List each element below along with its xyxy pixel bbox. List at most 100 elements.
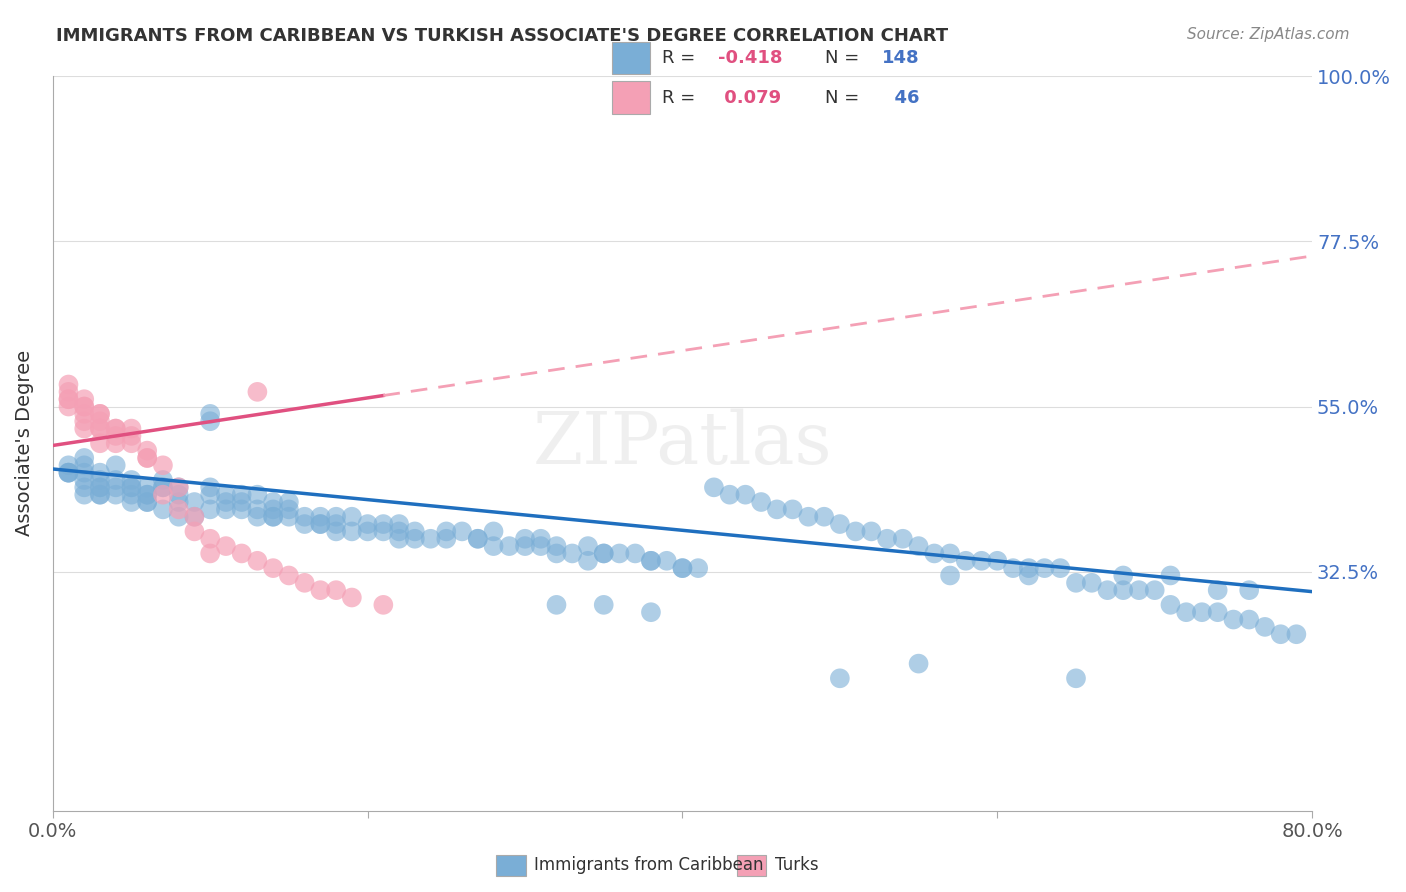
Point <box>434 532 457 546</box>
Text: R =: R = <box>662 88 700 106</box>
Point <box>592 598 614 612</box>
Point <box>1112 583 1135 598</box>
Point <box>1237 613 1260 627</box>
Point <box>277 502 299 516</box>
Point <box>231 488 253 502</box>
Text: IMMIGRANTS FROM CARIBBEAN VS TURKISH ASSOCIATE'S DEGREE CORRELATION CHART: IMMIGRANTS FROM CARIBBEAN VS TURKISH ASS… <box>56 27 949 45</box>
Point <box>546 539 568 553</box>
Point <box>121 480 143 494</box>
Point <box>73 400 96 414</box>
Point <box>1175 605 1198 619</box>
Point <box>640 554 662 568</box>
Point <box>215 495 238 509</box>
Point <box>167 480 190 494</box>
Point <box>58 466 80 480</box>
Point <box>198 502 221 516</box>
Text: R =: R = <box>662 49 700 67</box>
Point <box>1018 561 1040 575</box>
Point <box>198 480 221 494</box>
Point <box>356 524 378 539</box>
Point <box>183 509 205 524</box>
Point <box>513 539 536 553</box>
Point <box>419 532 441 546</box>
Point <box>325 509 347 524</box>
Point <box>388 532 411 546</box>
Point <box>309 583 332 598</box>
Point <box>530 532 553 546</box>
Point <box>198 414 221 428</box>
Point <box>482 539 505 553</box>
Point <box>89 488 111 502</box>
Point <box>624 546 647 560</box>
Point <box>782 502 804 516</box>
Point <box>58 400 80 414</box>
Bar <box>737 855 766 876</box>
Point <box>89 421 111 435</box>
Point <box>167 509 190 524</box>
Point <box>136 495 159 509</box>
Point <box>939 546 962 560</box>
Point <box>121 421 143 435</box>
Point <box>152 480 174 494</box>
Point <box>167 495 190 509</box>
Point <box>640 605 662 619</box>
Point <box>1285 627 1308 641</box>
Point <box>121 436 143 450</box>
Point <box>576 539 599 553</box>
Point <box>198 488 221 502</box>
Point <box>104 436 127 450</box>
Text: 148: 148 <box>882 49 920 67</box>
Point <box>1002 561 1025 575</box>
Point <box>277 568 299 582</box>
Text: Source: ZipAtlas.com: Source: ZipAtlas.com <box>1187 27 1350 42</box>
Point <box>592 546 614 560</box>
Point <box>513 532 536 546</box>
Point <box>1270 627 1292 641</box>
Point <box>671 561 693 575</box>
Point <box>970 554 993 568</box>
Point <box>58 466 80 480</box>
Point <box>828 517 851 532</box>
Point <box>1064 575 1087 590</box>
Point <box>104 421 127 435</box>
Point <box>467 532 489 546</box>
Point <box>104 473 127 487</box>
Point <box>1097 583 1119 598</box>
Point <box>136 450 159 465</box>
Point <box>104 458 127 473</box>
Point <box>89 436 111 450</box>
Point <box>104 429 127 443</box>
Point <box>73 488 96 502</box>
Point <box>734 488 756 502</box>
Point <box>89 407 111 421</box>
Point <box>215 502 238 516</box>
Point <box>215 539 238 553</box>
Point <box>231 495 253 509</box>
Point <box>671 561 693 575</box>
Point <box>404 524 426 539</box>
Point <box>434 524 457 539</box>
Point <box>325 583 347 598</box>
Point <box>104 421 127 435</box>
Point <box>860 524 883 539</box>
Point <box>404 532 426 546</box>
Point <box>73 473 96 487</box>
Point <box>939 568 962 582</box>
Point <box>121 473 143 487</box>
Point <box>498 539 520 553</box>
Point <box>73 450 96 465</box>
Point <box>1049 561 1071 575</box>
Point <box>89 473 111 487</box>
Point <box>167 488 190 502</box>
Point <box>340 524 363 539</box>
Bar <box>496 855 526 876</box>
Point <box>955 554 977 568</box>
Point <box>121 429 143 443</box>
Point <box>246 554 269 568</box>
Point <box>167 480 190 494</box>
Text: 46: 46 <box>882 88 920 106</box>
Point <box>309 517 332 532</box>
Point <box>104 480 127 494</box>
Point <box>152 458 174 473</box>
Point <box>136 495 159 509</box>
